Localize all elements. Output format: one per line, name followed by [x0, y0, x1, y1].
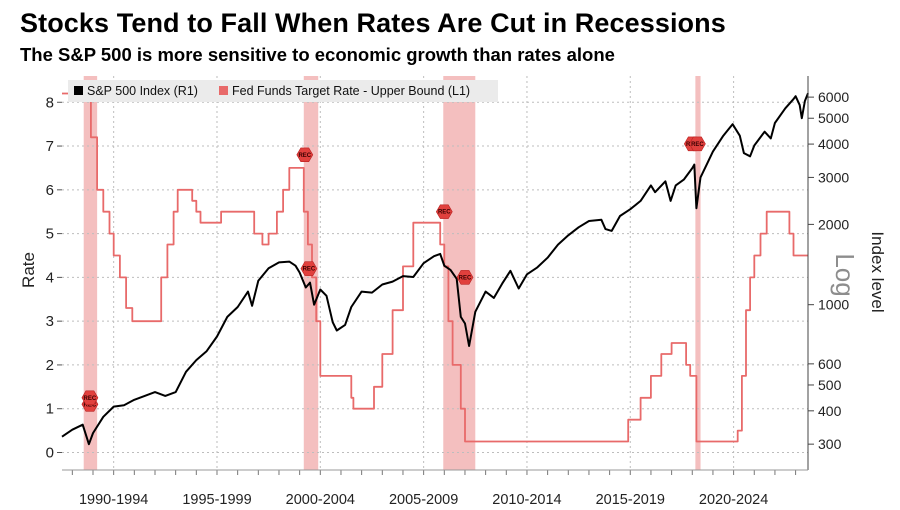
rec-marker	[81, 390, 99, 406]
y-right-tick-label: 3000	[818, 169, 849, 185]
y-left-tick-label: 7	[46, 138, 54, 155]
rec-marker-label: REC	[84, 402, 97, 408]
legend-swatch-spx	[74, 86, 83, 95]
legend-label-fed: Fed Funds Target Rate - Upper Bound (L1)	[232, 84, 470, 98]
y-left-tick-label: 6	[46, 182, 54, 199]
y-right-tick-label: 5000	[818, 110, 849, 126]
sp500-line	[61, 92, 809, 446]
y-right-tick-label: 1000	[818, 297, 849, 313]
x-tick-label: 2020-2024	[699, 492, 768, 508]
legend-background	[68, 80, 498, 102]
y-left-tick-label: 5	[46, 226, 54, 243]
y-left-tick-label: 1	[46, 401, 54, 418]
rec-marker-label: REC	[298, 153, 311, 159]
legend: S&P 500 Index (R1) Fed Funds Target Rate…	[68, 80, 498, 102]
log-scale-label: Log	[830, 253, 860, 296]
y-left-tick-label: 4	[46, 269, 54, 286]
rec-marker-label: REC	[303, 267, 316, 273]
axes: 0 1 2 3 4 5 6 7 8 1990-1994 1995-1999 2000-2004 2005…	[46, 76, 849, 508]
x-tick-label: 2015-2019	[596, 492, 665, 508]
rec-marker-label: REC	[84, 396, 97, 402]
y-right-tick-label: 300	[818, 436, 842, 452]
chart-subtitle: The S&P 500 is more sensitive to economi…	[20, 44, 615, 65]
chart-title: Stocks Tend to Fall When Rates Are Cut i…	[20, 8, 726, 38]
y-axis-left-label: Rate	[19, 252, 38, 288]
y-right-tick-label: 2000	[818, 216, 849, 232]
y-right-tick-label: 600	[818, 356, 842, 372]
y-right-tick-label: 400	[818, 403, 842, 419]
x-tick-label: 1990-1994	[79, 492, 148, 508]
y-right-tick-label: 500	[818, 377, 842, 393]
rec-marker	[296, 147, 314, 162]
legend-label-spx: S&P 500 Index (R1)	[87, 84, 198, 98]
legend-swatch-fed	[219, 86, 228, 95]
rec-markers: RECRECRECRECRECRECRECREC	[81, 136, 706, 412]
rec-marker	[689, 136, 706, 152]
recession-band-0	[83, 76, 98, 470]
y-right-tick-label: 6000	[818, 89, 849, 105]
rec-marker	[456, 270, 474, 285]
y-right-tick-label: 4000	[818, 136, 849, 152]
y-left-tick-label: 0	[46, 444, 54, 461]
fed-funds-line	[62, 92, 808, 443]
y-axis-right-label: Index level	[868, 231, 887, 312]
x-tick-label: 2010-2014	[492, 492, 561, 508]
y-left-tick-label: 3	[46, 313, 54, 330]
y-left-tick-label: 8	[46, 94, 54, 111]
recession-band-3	[695, 76, 701, 470]
series-lines	[61, 92, 809, 446]
gridlines	[62, 76, 808, 470]
recession-bands	[83, 76, 701, 470]
rec-marker	[435, 204, 453, 219]
rec-marker	[300, 261, 318, 276]
x-tick-label: 1995-1999	[182, 492, 251, 508]
x-tick-label: 2000-2004	[286, 492, 355, 508]
x-tick-label: 2005-2009	[389, 492, 458, 508]
rec-marker-label: REC	[459, 275, 472, 281]
y-left-tick-label: 2	[46, 357, 54, 374]
rec-marker-label: REC	[691, 142, 704, 148]
rec-marker-label: REC	[438, 210, 451, 216]
